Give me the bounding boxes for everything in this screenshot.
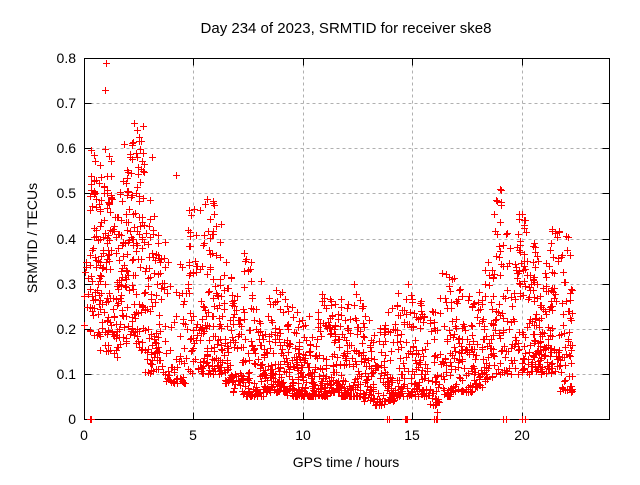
y-tick-label: 0.5 bbox=[57, 185, 77, 201]
chart-title: Day 234 of 2023, SRMTID for receiver ske… bbox=[201, 20, 492, 37]
x-tick-label: 15 bbox=[404, 427, 420, 443]
y-tick-label: 0.3 bbox=[57, 276, 77, 292]
x-tick-label: 0 bbox=[80, 427, 88, 443]
y-tick-label: 0.4 bbox=[57, 231, 77, 247]
y-tick-label: 0 bbox=[68, 411, 76, 427]
x-tick-label: 5 bbox=[189, 427, 197, 443]
y-tick-label: 0.6 bbox=[57, 140, 77, 156]
data-points-series bbox=[81, 60, 576, 423]
x-tick-label: 20 bbox=[514, 427, 530, 443]
x-axis-label: GPS time / hours bbox=[293, 454, 400, 470]
y-tick-label: 0.8 bbox=[57, 50, 77, 66]
y-tick-label: 0.2 bbox=[57, 321, 77, 337]
y-tick-label: 0.1 bbox=[57, 366, 77, 382]
y-tick-label: 0.7 bbox=[57, 95, 77, 111]
tick-labels: 0 5 10 15 20 0 0.1 0.2 0.3 0.4 0.5 0.6 0.7 0.8 bbox=[57, 50, 530, 443]
y-axis-label: SRMTID / TECUs bbox=[24, 183, 40, 293]
x-tick-label: 10 bbox=[295, 427, 311, 443]
plot-border bbox=[84, 58, 610, 420]
